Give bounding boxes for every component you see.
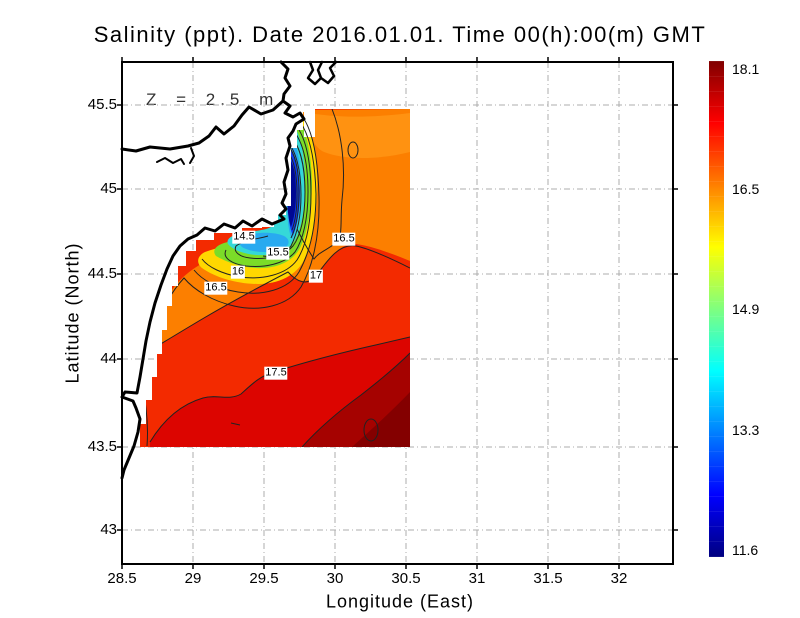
colorbar-tick-label: 11.6	[732, 542, 759, 558]
x-tick-label: 31.5	[533, 570, 563, 587]
contour-label: 16.5	[204, 281, 228, 295]
contour-label: 17.5	[264, 366, 288, 380]
contour-label: 16	[230, 265, 246, 279]
contour-15-5	[201, 120, 312, 279]
y-tick-label: 45.5	[87, 96, 117, 113]
coastline-north	[120, 99, 285, 153]
coastline-islands	[306, 60, 338, 86]
plot-border	[121, 61, 674, 565]
contour-label: 16.5	[332, 232, 356, 246]
contour-plume-fan	[287, 151, 298, 231]
x-tick-label: 28.5	[107, 570, 137, 587]
x-tick-label: 31	[468, 570, 486, 587]
contour-fragment	[230, 422, 241, 426]
contour-label: 14.5	[232, 230, 256, 244]
contour-16-5-west	[155, 110, 320, 330]
colorbar-tick-label: 16.5	[732, 181, 760, 197]
contour-plume-fan	[286, 143, 300, 239]
x-axis-label: Longitude (East)	[325, 591, 475, 612]
colorbar-tick-label: 14.9	[732, 301, 760, 317]
contour-loop	[363, 418, 379, 442]
figure-title: Salinity (ppt). Date 2016.01.01. Time 00…	[93, 22, 707, 47]
coastline	[120, 60, 338, 480]
colorbar-steps	[709, 61, 724, 557]
x-tick-label: 32	[610, 570, 628, 587]
x-tick-label: 30.5	[391, 570, 421, 587]
coastline-main	[120, 60, 306, 480]
land-mask-cell	[304, 110, 315, 137]
colorbar-tick-label: 13.3	[732, 422, 760, 438]
x-tick-label: 30	[326, 570, 344, 587]
contour-17-5	[149, 336, 410, 443]
contour-label: 17	[308, 269, 324, 283]
light-orange-strip	[303, 112, 410, 158]
contour-loop	[347, 141, 359, 159]
contour-label: 15.5	[266, 246, 290, 260]
y-tick-label: 45	[100, 180, 117, 197]
colorbar-tick-label: 18.1	[732, 61, 760, 77]
depth-annotation: Z = 2.5 m	[146, 90, 279, 109]
high-salinity-core	[352, 392, 410, 447]
y-tick-label: 44	[100, 350, 117, 367]
inland-lakes	[156, 147, 195, 165]
colorbar	[709, 61, 724, 557]
contour-18	[301, 352, 410, 447]
x-tick-label: 29.5	[249, 570, 279, 587]
y-tick-label: 44.5	[87, 265, 117, 282]
y-tick-label: 43.5	[87, 438, 117, 455]
y-tick-label: 43	[100, 521, 117, 538]
x-tick-label: 29	[184, 570, 202, 587]
contour-15	[224, 126, 309, 267]
